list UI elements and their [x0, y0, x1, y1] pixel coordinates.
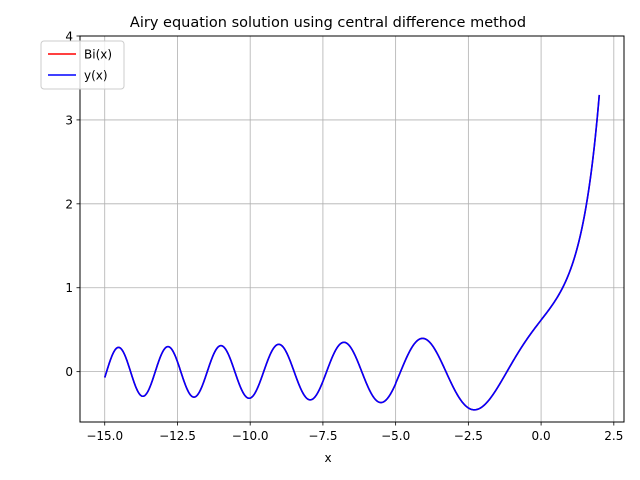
ticks: −15.0 −12.5 −10.0 −7.5 −5.0 −2.5 0.0 2.5 0 1 2 3 4	[65, 30, 623, 444]
x-tick-label: −5.0	[381, 429, 410, 443]
series-line-1	[103, 94, 601, 411]
legend-label: y(x)	[84, 69, 108, 83]
y-tick-label: 1	[65, 281, 73, 295]
x-tick-label: −10.0	[232, 429, 269, 443]
x-tick-label: −15.0	[86, 429, 123, 443]
legend-label: Bi(x)	[84, 48, 112, 62]
y-tick-label: 4	[65, 30, 73, 44]
x-tick-label: 2.5	[604, 429, 623, 443]
x-tick-label: −12.5	[159, 429, 196, 443]
x-axis-label: x	[324, 451, 331, 465]
y-tick-label: 2	[65, 197, 73, 211]
plot-frame	[79, 35, 625, 423]
x-tick-label: −7.5	[308, 429, 337, 443]
legend: Bi(x) y(x)	[40, 40, 125, 90]
legend-box	[40, 40, 125, 90]
x-tick-label: −2.5	[454, 429, 483, 443]
series-layer	[103, 94, 601, 411]
grid	[80, 35, 624, 422]
y-tick-label: 3	[65, 113, 73, 127]
x-tick-label: 0.0	[532, 429, 551, 443]
y-tick-label: 0	[65, 365, 73, 379]
chart-title: Airy equation solution using central dif…	[130, 15, 526, 31]
